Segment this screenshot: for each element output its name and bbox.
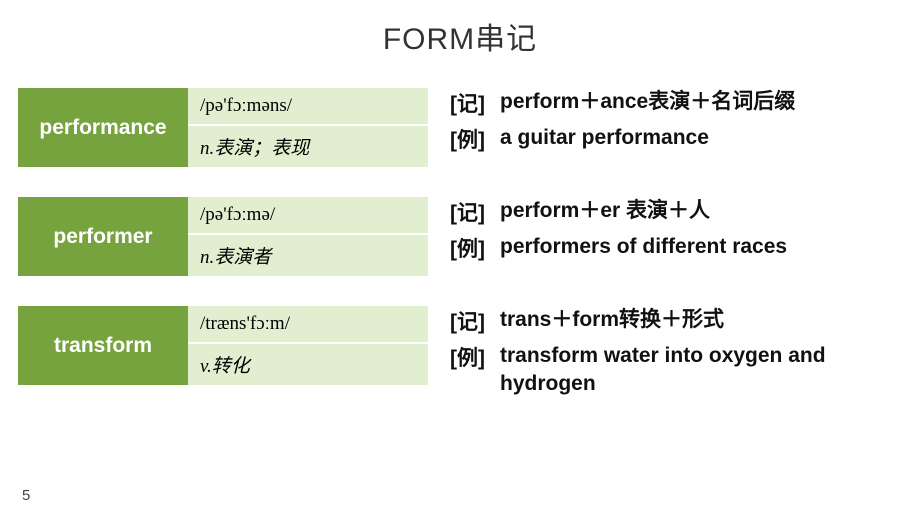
definition-cell: v.转化: [188, 344, 428, 385]
definition-cell: n.表演；表现: [188, 126, 428, 167]
page-number: 5: [22, 487, 30, 504]
word-cell: performer: [18, 197, 188, 276]
mnemonic-line: [记] perform＋ance表演＋名词后缀: [450, 88, 902, 118]
phonetic-cell: /pə'fɔːməns/: [188, 88, 428, 126]
entry-right: [记] trans＋form转换＋形式 [例] transform water …: [428, 306, 902, 405]
detail-col: /pə'fɔːməns/ n.表演；表现: [188, 88, 428, 167]
word-cell: performance: [18, 88, 188, 167]
mnemonic-label: [记]: [450, 88, 500, 118]
mnemonic-text: perform＋er 表演＋人: [500, 197, 902, 225]
example-text: transform water into oxygen and hydrogen: [500, 342, 902, 399]
mnemonic-line: [记] trans＋form转换＋形式: [450, 306, 902, 336]
phonetic-cell: /træns'fɔːm/: [188, 306, 428, 344]
entry-row: performance /pə'fɔːməns/ n.表演；表现 [记] per…: [18, 88, 902, 167]
entry-right: [记] perform＋er 表演＋人 [例] performers of di…: [428, 197, 902, 269]
detail-col: /træns'fɔːm/ v.转化: [188, 306, 428, 385]
example-line: [例] transform water into oxygen and hydr…: [450, 342, 902, 399]
entry-left: performer /pə'fɔːmə/ n.表演者: [18, 197, 428, 276]
mnemonic-line: [记] perform＋er 表演＋人: [450, 197, 902, 227]
entry-row: performer /pə'fɔːmə/ n.表演者 [记] perform＋e…: [18, 197, 902, 276]
mnemonic-label: [记]: [450, 197, 500, 227]
mnemonic-text: trans＋form转换＋形式: [500, 306, 902, 334]
example-text: a guitar performance: [500, 124, 902, 152]
example-label: [例]: [450, 233, 500, 263]
word-cell: transform: [18, 306, 188, 385]
example-text: performers of different races: [500, 233, 902, 261]
entry-left: performance /pə'fɔːməns/ n.表演；表现: [18, 88, 428, 167]
entry-right: [记] perform＋ance表演＋名词后缀 [例] a guitar per…: [428, 88, 902, 160]
mnemonic-label: [记]: [450, 306, 500, 336]
example-label: [例]: [450, 342, 500, 372]
entry-row: transform /træns'fɔːm/ v.转化 [记] trans＋fo…: [18, 306, 902, 405]
example-line: [例] performers of different races: [450, 233, 902, 263]
example-label: [例]: [450, 124, 500, 154]
mnemonic-text: perform＋ance表演＋名词后缀: [500, 88, 902, 116]
definition-cell: n.表演者: [188, 235, 428, 276]
phonetic-cell: /pə'fɔːmə/: [188, 197, 428, 235]
example-line: [例] a guitar performance: [450, 124, 902, 154]
entry-left: transform /træns'fɔːm/ v.转化: [18, 306, 428, 385]
page-title: FORM串记: [18, 14, 902, 58]
detail-col: /pə'fɔːmə/ n.表演者: [188, 197, 428, 276]
